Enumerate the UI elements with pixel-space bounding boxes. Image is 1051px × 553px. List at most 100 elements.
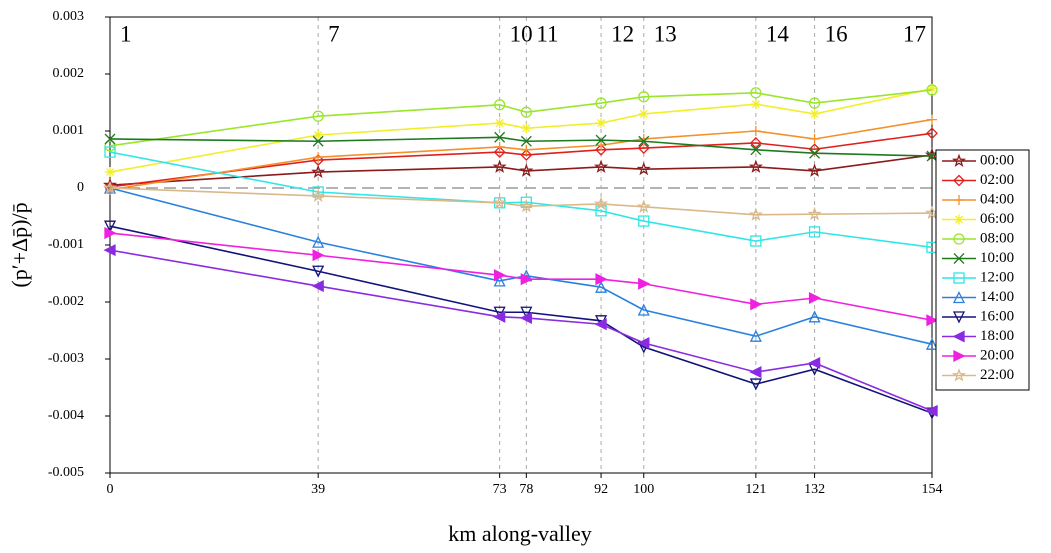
- marker: [750, 144, 762, 156]
- marker: [749, 329, 762, 342]
- marker: [492, 195, 507, 209]
- marker: [594, 159, 609, 173]
- marker: [519, 198, 534, 213]
- station-label: 7: [328, 21, 340, 46]
- marker: [594, 196, 609, 210]
- legend-label: 22:00: [980, 367, 1014, 383]
- y-tick-label: -0.001: [48, 237, 84, 252]
- x-tick-label: 132: [804, 482, 825, 497]
- y-tick-label: -0.003: [48, 351, 84, 366]
- legend-label: 04:00: [980, 191, 1014, 207]
- marker: [954, 214, 964, 225]
- y-tick-label: 0.002: [53, 66, 85, 81]
- marker: [313, 152, 324, 163]
- marker: [312, 110, 324, 122]
- marker: [749, 378, 762, 391]
- marker: [494, 131, 506, 143]
- marker: [493, 269, 507, 282]
- marker: [809, 108, 820, 119]
- marker: [312, 265, 325, 278]
- marker: [103, 220, 117, 233]
- marker: [951, 368, 967, 382]
- station-label: 10: [510, 21, 533, 46]
- marker: [492, 159, 507, 173]
- marker: [519, 311, 532, 325]
- legend-label: 14:00: [980, 289, 1014, 305]
- marker: [954, 195, 964, 205]
- marker: [638, 133, 649, 144]
- marker: [808, 356, 821, 370]
- station-label: 1: [120, 21, 132, 46]
- legend-label: 20:00: [980, 347, 1014, 363]
- marker: [750, 99, 761, 110]
- legend-label: 06:00: [980, 211, 1014, 227]
- marker: [638, 215, 650, 227]
- plot-frame: [109, 16, 933, 474]
- marker: [925, 337, 939, 350]
- marker: [521, 144, 532, 155]
- marker: [493, 310, 506, 323]
- station-label: 17: [903, 21, 926, 46]
- marker: [103, 244, 116, 257]
- legend-label: 00:00: [980, 152, 1014, 168]
- marker: [493, 306, 506, 319]
- marker: [104, 226, 117, 240]
- marker: [313, 129, 324, 140]
- marker: [595, 97, 607, 109]
- marker: [809, 133, 820, 144]
- marker: [637, 142, 650, 155]
- marker: [104, 146, 116, 158]
- marker: [595, 273, 608, 286]
- station-label: 16: [825, 21, 848, 46]
- legend-label: 16:00: [980, 308, 1014, 324]
- marker: [104, 140, 116, 152]
- station-label: 14: [766, 21, 790, 46]
- x-tick-label: 121: [745, 482, 766, 497]
- series-line: [109, 136, 933, 157]
- marker: [809, 147, 821, 159]
- marker: [951, 153, 967, 168]
- marker: [749, 137, 762, 149]
- marker: [312, 249, 325, 262]
- marker: [807, 163, 822, 177]
- marker: [953, 233, 965, 245]
- marker: [520, 273, 533, 286]
- marker: [927, 83, 937, 94]
- marker: [520, 306, 533, 319]
- x-tick-label: 0: [107, 482, 114, 497]
- marker: [105, 167, 115, 178]
- marker: [925, 404, 938, 417]
- marker: [521, 123, 532, 134]
- marker: [808, 310, 821, 323]
- marker: [750, 87, 762, 99]
- marker: [638, 108, 649, 119]
- marker: [595, 280, 608, 293]
- series-line: [109, 187, 933, 345]
- y-tick-label: -0.005: [48, 465, 84, 480]
- marker: [520, 149, 533, 161]
- marker: [637, 303, 650, 316]
- marker: [749, 366, 762, 379]
- marker: [493, 99, 506, 111]
- y-tick-label: 0: [77, 180, 84, 195]
- marker: [636, 199, 651, 213]
- x-tick-label: 100: [633, 482, 654, 497]
- marker: [494, 118, 505, 129]
- marker: [636, 161, 651, 176]
- marker: [952, 291, 966, 304]
- station-label: 12: [611, 21, 634, 46]
- x-tick-label: 78: [519, 482, 533, 497]
- marker: [104, 133, 116, 145]
- y-tick-label: 0.003: [53, 9, 85, 24]
- marker: [594, 318, 607, 331]
- y-axis-label: (p′+Δp̄)/p̄: [7, 202, 32, 287]
- legend-label: 02:00: [980, 172, 1014, 188]
- marker: [595, 143, 607, 156]
- marker: [312, 235, 325, 248]
- x-tick-label: 73: [493, 482, 507, 497]
- y-tick-label: 0.001: [53, 123, 85, 138]
- marker: [312, 135, 324, 147]
- y-tick-label: -0.004: [48, 408, 84, 423]
- marker: [311, 188, 326, 202]
- marker: [926, 150, 938, 162]
